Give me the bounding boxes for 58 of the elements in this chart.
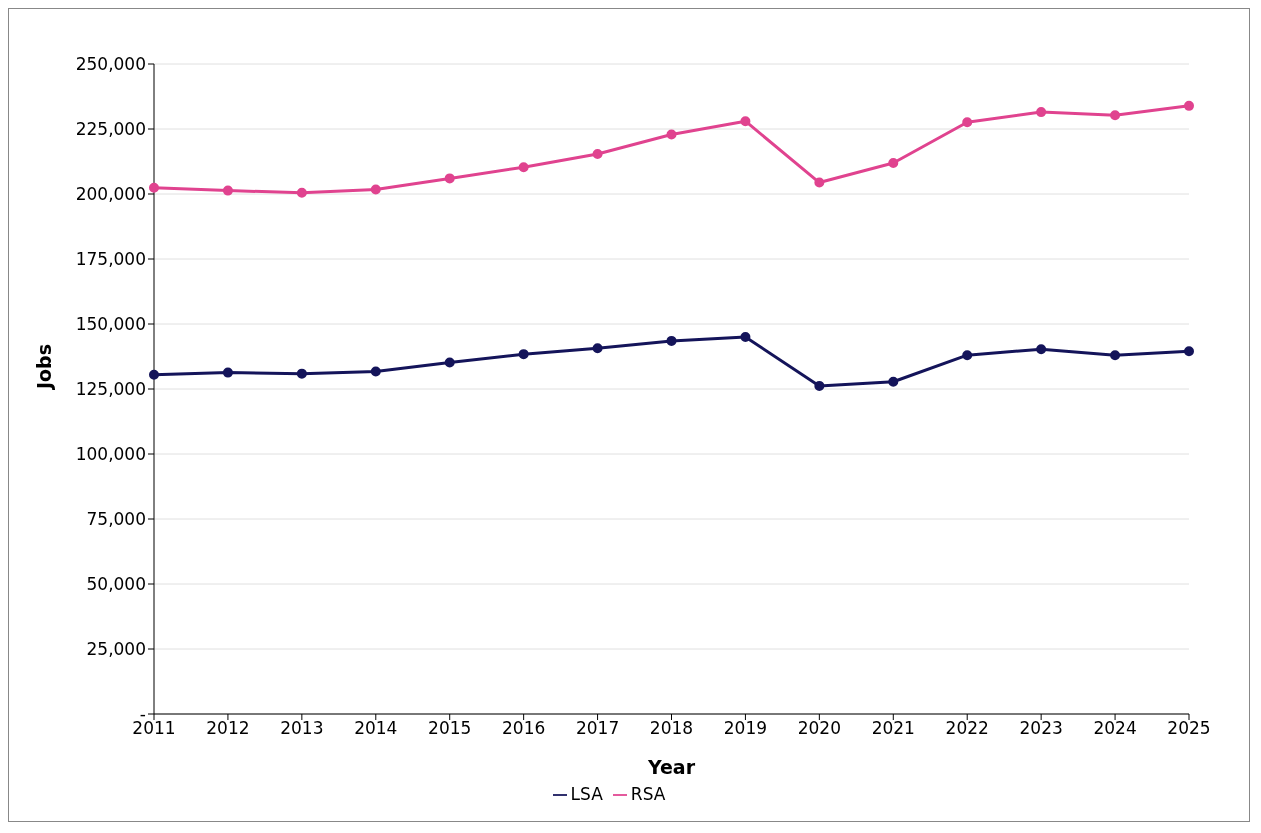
- point: [149, 182, 159, 193]
- x-tick-label: 2025: [1167, 718, 1211, 739]
- point: [444, 357, 455, 368]
- point: [888, 158, 899, 169]
- point: [444, 173, 455, 184]
- point: [296, 187, 307, 198]
- y-tick-label: 100,000: [75, 444, 146, 465]
- point: [962, 117, 973, 128]
- point: [222, 367, 233, 378]
- x-tick-label: 2023: [1019, 718, 1063, 739]
- x-tick-label: 2022: [945, 718, 989, 739]
- point: [1184, 100, 1194, 111]
- point: [296, 368, 307, 379]
- point: [370, 184, 381, 195]
- point: [370, 366, 381, 377]
- x-tick-label: 2021: [871, 718, 915, 739]
- point: [666, 335, 677, 346]
- legend-label: RSA: [630, 784, 666, 804]
- y-tick-label: 200,000: [75, 184, 146, 205]
- x-tick-label: 2013: [280, 718, 324, 739]
- point: [740, 116, 751, 127]
- point: [592, 343, 603, 354]
- x-tick-label: 2014: [354, 718, 398, 739]
- x-axis-title: Year: [646, 756, 696, 778]
- legend-label: LSA: [570, 784, 603, 804]
- point: [1110, 110, 1121, 121]
- point: [666, 129, 677, 140]
- point: [149, 369, 159, 380]
- y-tick-label: 175,000: [75, 249, 146, 270]
- x-tick-label: 2018: [649, 718, 694, 739]
- point: [814, 380, 825, 391]
- y-axis-title: Jobs: [32, 343, 55, 391]
- point: [1184, 346, 1194, 357]
- x-tick-label: 2015: [428, 718, 472, 739]
- point: [592, 148, 603, 159]
- point: [222, 185, 233, 196]
- x-tick-label: 2024: [1093, 718, 1137, 739]
- point: [1110, 350, 1121, 361]
- y-tick-label: 125,000: [75, 379, 146, 400]
- x-tick-label: 2019: [723, 718, 768, 739]
- y-tick-label: 75,000: [86, 509, 146, 530]
- point: [1036, 107, 1047, 118]
- x-tick-label: 2020: [797, 718, 841, 739]
- x-tick-label: 2016: [502, 718, 546, 739]
- point: [518, 349, 529, 360]
- point: [518, 162, 529, 173]
- point: [962, 350, 973, 361]
- point: [740, 332, 751, 342]
- y-tick-label: 225,000: [75, 119, 146, 140]
- y-tick-label: 25,000: [86, 639, 146, 660]
- point: [888, 376, 899, 387]
- y-tick-label: 250,000: [75, 54, 146, 75]
- y-tick-label: 50,000: [86, 574, 146, 595]
- point: [1036, 344, 1047, 355]
- x-tick-label: 2017: [575, 718, 620, 739]
- point: [814, 177, 825, 188]
- x-tick-label: 2012: [206, 718, 250, 739]
- y-tick-label: 150,000: [75, 314, 146, 335]
